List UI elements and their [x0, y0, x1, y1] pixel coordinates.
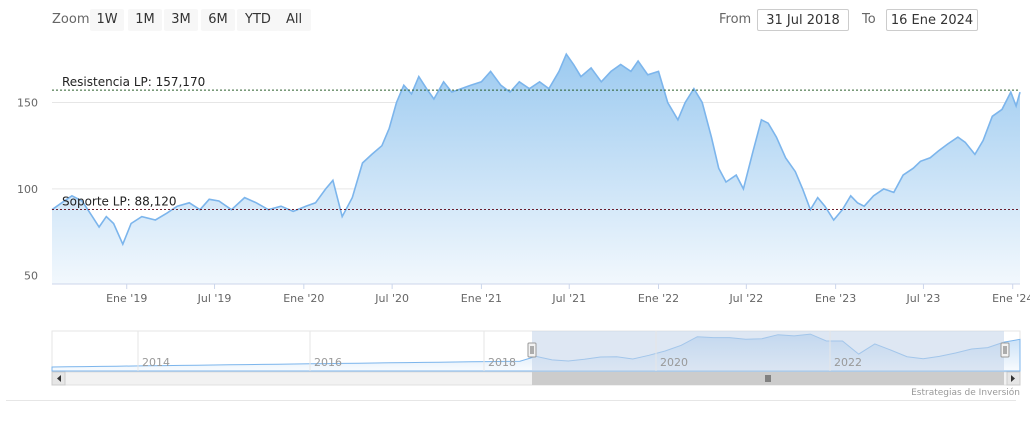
price-area	[52, 54, 1020, 284]
navigator-left-handle[interactable]	[527, 342, 537, 358]
navigator-year-label: 2022	[834, 356, 862, 369]
navigator-year-label: 2018	[488, 356, 516, 369]
zoom-3m-button[interactable]: 3M	[164, 9, 198, 31]
y-axis: 50 100 150	[17, 97, 38, 283]
x-tick-label: Jul '19	[197, 292, 232, 305]
from-date-input[interactable]: 31 Jul 2018	[757, 9, 849, 31]
navigator-right-handle[interactable]	[1000, 342, 1010, 358]
to-label: To	[862, 12, 876, 27]
navigator-year-label: 2014	[142, 356, 170, 369]
x-tick-label: Ene '22	[638, 292, 679, 305]
range-selector-toolbar: Zoom 1W 1M 3M 6M YTD All From 31 Jul 201…	[0, 0, 1030, 40]
zoom-1m-button[interactable]: 1M	[128, 9, 162, 31]
price-line	[51, 52, 1021, 247]
arrow-left-icon	[57, 375, 61, 382]
arrow-right-icon	[1011, 375, 1015, 382]
scroll-right-button[interactable]	[1006, 371, 1021, 386]
navigator-year-label: 2016	[314, 356, 342, 369]
scrollbar-grip-icon	[765, 375, 771, 382]
y-tick-label: 100	[17, 183, 38, 196]
support-label: Soporte LP: 88,120	[62, 194, 177, 208]
x-tick-label: Jul '21	[551, 292, 586, 305]
x-tick-label: Jul '20	[374, 292, 409, 305]
zoom-all-button[interactable]: All	[277, 9, 311, 31]
zoom-6m-button[interactable]: 6M	[201, 9, 235, 31]
zoom-label: Zoom	[52, 12, 90, 27]
x-tick-label: Ene '23	[815, 292, 856, 305]
x-tick-label: Ene '20	[283, 292, 324, 305]
x-tick-label: Jul '22	[728, 292, 763, 305]
zoom-1w-button[interactable]: 1W	[90, 9, 124, 31]
credits-text[interactable]: Estrategias de Inversión	[911, 387, 1020, 398]
x-axis: Ene '19 Jul '19 Ene '20 Jul '20 Ene '21 Jul '…	[106, 284, 1030, 305]
scroll-left-button[interactable]	[51, 371, 66, 386]
divider	[6, 400, 1016, 401]
resistance-label: Resistencia LP: 157,170	[62, 75, 205, 89]
y-tick-label: 50	[24, 269, 38, 282]
to-date-input[interactable]: 16 Ene 2024	[886, 9, 978, 31]
zoom-ytd-button[interactable]: YTD	[237, 9, 279, 31]
x-tick-label: Jul '23	[906, 292, 941, 305]
x-tick-label: Ene '19	[106, 292, 147, 305]
x-tick-label: Ene '21	[461, 292, 502, 305]
navigator-year-labels: 2014 2016 2018 2020 2022	[137, 331, 862, 371]
x-tick-label: Ene '24	[992, 292, 1030, 305]
from-label: From	[719, 12, 752, 27]
navigator-year-label: 2020	[660, 356, 688, 369]
y-tick-label: 150	[17, 97, 38, 110]
navigator-selected-range[interactable]	[532, 331, 1004, 371]
